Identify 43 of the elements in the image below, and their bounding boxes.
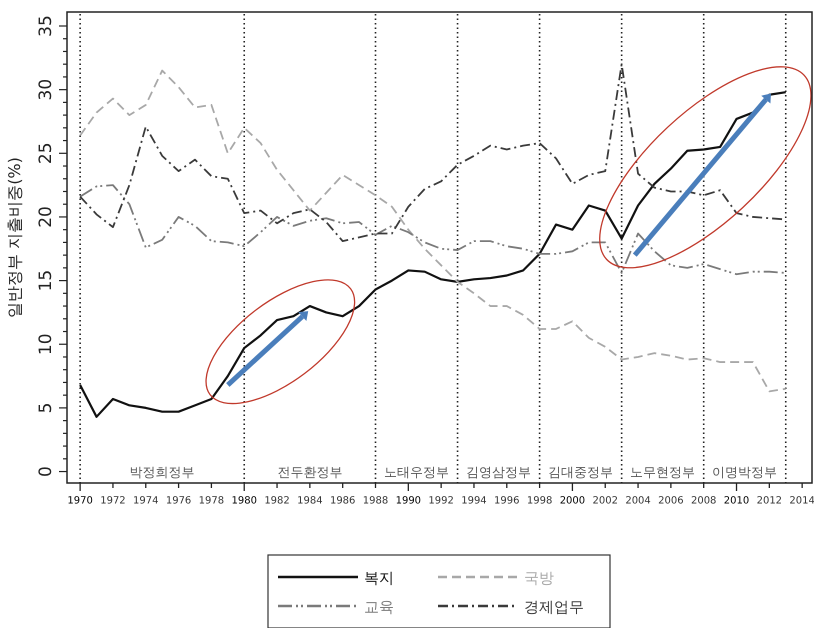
y-tick-label: 25 (36, 142, 56, 164)
annotation: 김영삼정부 (466, 466, 532, 481)
x-tick-label: 2004 (625, 496, 651, 506)
x-tick-label: 2014 (789, 496, 814, 506)
x-tick-label: 1974 (133, 496, 158, 506)
annotation: 박정희정부 (130, 466, 195, 481)
y-tick-label: 10 (36, 333, 56, 356)
y-tick-label: 30 (36, 78, 56, 100)
annotation: 노무현정부 (630, 466, 696, 481)
y-tick-label: 5 (36, 402, 56, 414)
legend-label: 복지 (364, 569, 394, 587)
x-tick-label: 1982 (264, 496, 290, 506)
x-tick-label: 2006 (658, 496, 684, 506)
x-tick-label: 1988 (362, 496, 388, 506)
x-tick-label: 1990 (396, 496, 422, 506)
x-tick-label: 1986 (330, 496, 356, 506)
legend-label: 경제업무 (524, 598, 584, 616)
x-tick-label: 1996 (494, 496, 520, 506)
x-tick-label: 2010 (724, 496, 750, 506)
annotation: 전두환정부 (277, 466, 342, 481)
x-tick-label: 1984 (297, 496, 323, 506)
legend-label: 교육 (364, 598, 394, 616)
x-tick-label: 1976 (166, 496, 192, 506)
x-tick-label: 2008 (690, 496, 716, 506)
x-tick-label: 1992 (428, 496, 454, 506)
x-tick-label: 1994 (461, 496, 487, 506)
x-tick-label: 1998 (526, 496, 552, 506)
y-axis-title: 일반정부 지출비중(%) (5, 157, 24, 318)
y-tick-label: 15 (36, 270, 56, 292)
x-tick-label: 1970 (67, 496, 93, 506)
y-tick-label: 20 (36, 206, 56, 228)
y-tick-label: 35 (36, 15, 56, 37)
y-tick-label: 0 (36, 466, 56, 477)
x-tick-label: 2002 (592, 496, 618, 506)
x-tick-label: 1978 (198, 496, 224, 506)
legend-label: 국방 (524, 569, 554, 587)
annotation: 김대중정부 (548, 466, 614, 481)
x-tick-label: 1972 (100, 496, 126, 506)
annotation: 노태우정부 (384, 466, 450, 481)
x-tick-label: 2000 (560, 496, 586, 506)
annotation: 이명박정부 (712, 466, 778, 481)
x-tick-label: 1980 (232, 496, 257, 506)
x-tick-label: 2012 (756, 496, 782, 506)
